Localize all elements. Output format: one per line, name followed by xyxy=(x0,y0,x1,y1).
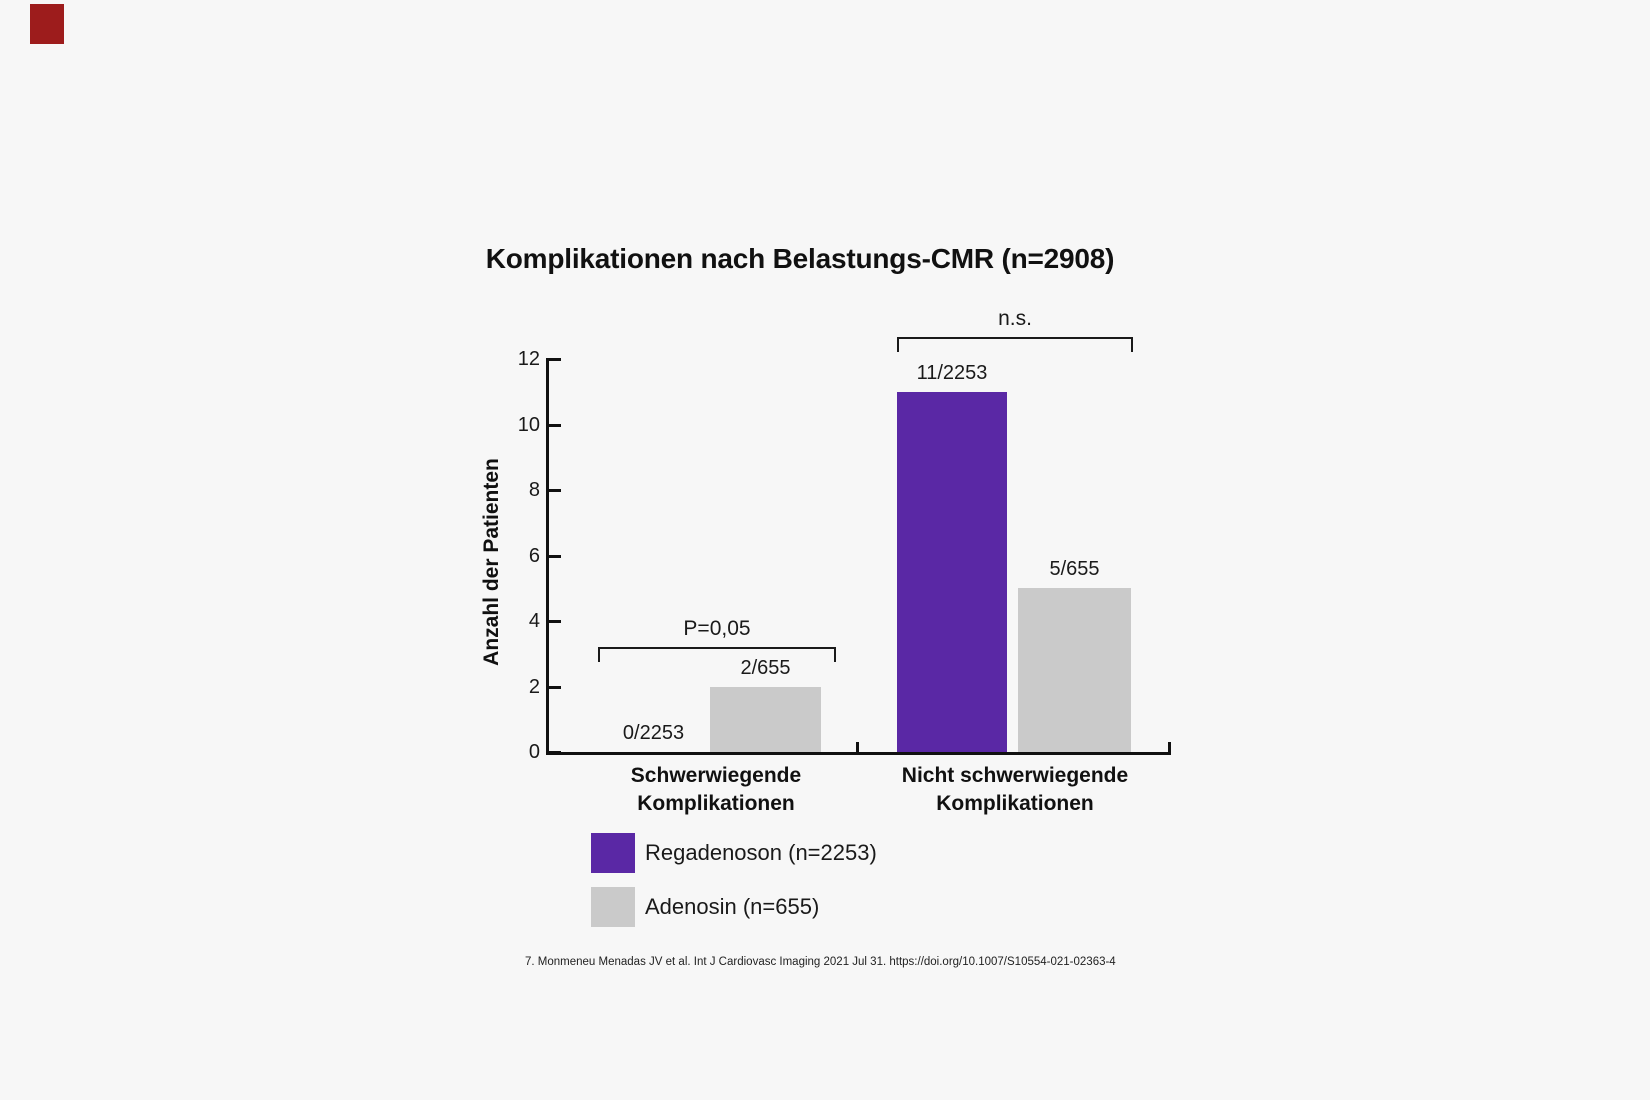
sig-bracket-end-right xyxy=(1131,337,1133,352)
legend: Regadenoson (n=2253) Adenosin (n=655) xyxy=(591,833,1011,933)
y-tick-12 xyxy=(548,358,561,361)
x-axis-line xyxy=(546,752,1171,755)
significance-label-group1: P=0,05 xyxy=(683,617,751,640)
y-axis-line xyxy=(546,358,549,755)
bar-value-label: 2/655 xyxy=(740,656,791,679)
y-tick-label-12: 12 xyxy=(517,348,540,370)
bar-regadenoson-group2 xyxy=(897,391,1007,752)
category-label-group2: Nicht schwerwiegende Komplikationen xyxy=(901,764,1129,815)
category-label-group1: Schwerwiegende Komplikationen xyxy=(630,764,802,815)
y-tick-10 xyxy=(548,423,561,427)
legend-swatch-adenosin xyxy=(591,887,635,927)
y-tick-label-10: 10 xyxy=(517,413,540,436)
chart-title: Komplikationen nach Belastungs-CMR (n=29… xyxy=(485,243,1115,274)
y-tick-label-2: 2 xyxy=(528,675,540,698)
y-tick-label-6: 6 xyxy=(528,544,540,567)
y-tick-0 xyxy=(548,751,561,754)
sig-bracket-group2 xyxy=(897,337,1133,339)
footnote-reference: 7. Monmeneu Menadas JV et al. Int J Card… xyxy=(525,956,1116,968)
legend-label-adenosin: Adenosin (n=655) xyxy=(645,894,820,919)
y-tick-8 xyxy=(548,489,561,492)
y-tick-label-8: 8 xyxy=(528,479,540,501)
bar-adenosin-group1 xyxy=(710,686,821,752)
brand-mark xyxy=(30,4,64,44)
y-tick-label-4: 4 xyxy=(528,610,540,632)
y-tick-6 xyxy=(548,554,561,558)
legend-swatch-regadenoson xyxy=(591,833,635,873)
bar-value-label: 0/2253 xyxy=(622,722,685,744)
bar-adenosin-group2 xyxy=(1018,588,1131,752)
bar-value-label: 5/655 xyxy=(1049,558,1100,581)
x-tick-1 xyxy=(1168,742,1171,752)
sig-bracket-group1 xyxy=(598,647,836,649)
sig-bracket-end-right xyxy=(834,647,836,662)
y-tick-4 xyxy=(548,620,561,623)
y-tick-label-0: 0 xyxy=(528,741,540,763)
y-tick-2 xyxy=(548,685,561,689)
significance-label-group2: n.s. xyxy=(998,307,1032,330)
sig-bracket-end-left xyxy=(598,647,600,662)
bar-value-label: 11/2253 xyxy=(916,361,988,384)
legend-label-regadenoson: Regadenoson (n=2253) xyxy=(645,840,877,865)
x-tick-0 xyxy=(856,742,859,752)
sig-bracket-end-left xyxy=(897,337,899,352)
